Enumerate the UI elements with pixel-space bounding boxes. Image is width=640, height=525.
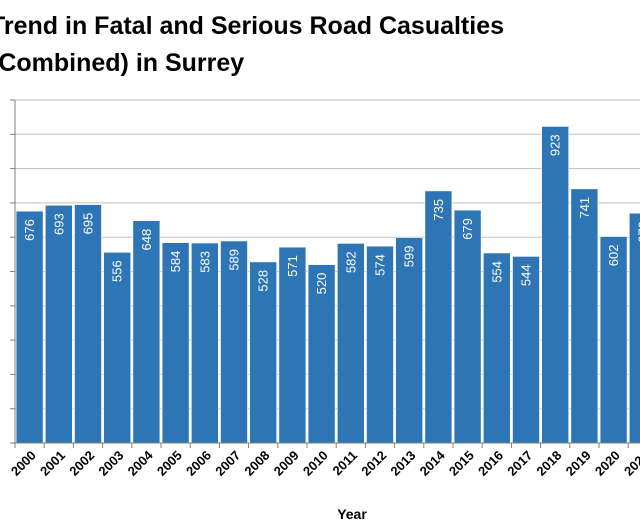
data-label-2016: 554 (489, 261, 504, 283)
data-label-2012: 574 (373, 254, 388, 276)
bar-2012 (366, 245, 394, 444)
x-tick-label-2011: 2011 (330, 448, 361, 479)
bar-2008 (249, 261, 277, 444)
x-tick-label-2021: 2021 (621, 448, 640, 479)
x-tick-label-2014: 2014 (417, 447, 449, 479)
bar-2011 (336, 243, 365, 444)
x-tick-label-2010: 2010 (300, 448, 331, 479)
bar-2014 (424, 190, 453, 444)
bar-2020 (599, 236, 628, 444)
bars (15, 126, 640, 444)
chart-title-line-2: (Combined) in Surrey (0, 49, 245, 77)
data-label-2019: 741 (577, 197, 592, 219)
data-label-2014: 735 (431, 199, 446, 221)
x-tick-label-2015: 2015 (446, 448, 477, 479)
x-tick-label-2007: 2007 (212, 448, 243, 479)
bar-2009 (278, 246, 307, 444)
x-tick-label-2006: 2006 (183, 448, 214, 479)
bar-2004 (132, 220, 161, 444)
x-tick-label-2003: 2003 (95, 448, 126, 479)
data-label-2006: 583 (197, 251, 212, 273)
bar-2019 (570, 188, 599, 444)
x-tick-label-2008: 2008 (241, 448, 272, 479)
data-label-2005: 584 (168, 251, 183, 273)
data-label-2015: 679 (460, 218, 475, 240)
x-tick-label-2018: 2018 (533, 448, 564, 479)
bar-2021 (628, 212, 640, 444)
bar-2006 (191, 242, 219, 444)
bar-2016 (482, 252, 511, 444)
data-label-2020: 602 (606, 245, 621, 267)
bar-2015 (453, 209, 482, 444)
x-axis-title: Year (337, 506, 367, 522)
x-tick-label-2005: 2005 (154, 448, 185, 479)
data-label-2000: 676 (22, 219, 37, 241)
chart-title-line-1: Trend in Fatal and Serious Road Casualti… (0, 12, 505, 40)
x-tick-label-2000: 2000 (8, 448, 39, 479)
bar-2013 (395, 237, 424, 444)
x-tick-label-2019: 2019 (563, 448, 594, 479)
x-tick-label-2013: 2013 (387, 448, 418, 479)
bar-2010 (307, 264, 336, 444)
data-label-2002: 695 (81, 213, 96, 235)
bar-2005 (161, 242, 190, 444)
x-tick-label-2002: 2002 (66, 448, 97, 479)
labels: 676 2000 693 2001 695 2002 556 2003 648 2004 584 20… (8, 134, 640, 478)
data-label-2003: 556 (110, 260, 125, 282)
data-label-2013: 599 (402, 246, 417, 268)
x-tick-label-2004: 2004 (125, 447, 157, 479)
bar-2003 (103, 251, 131, 444)
x-tick-label-2009: 2009 (271, 448, 302, 479)
bar-2000 (15, 210, 44, 444)
bar-2017 (512, 256, 540, 444)
bar-2001 (44, 205, 73, 444)
data-label-2018: 923 (548, 134, 563, 156)
data-label-2017: 544 (519, 264, 534, 286)
chart-title: Trend in Fatal and Serious Road Casualti… (0, 8, 640, 82)
data-label-2001: 693 (51, 213, 66, 235)
x-tick-label-2001: 2001 (37, 448, 68, 479)
x-tick-label-2016: 2016 (475, 448, 506, 479)
data-label-2021: 670 (635, 221, 640, 243)
data-label-2008: 528 (256, 270, 271, 292)
data-label-2007: 589 (227, 249, 242, 271)
bar-2002 (74, 204, 102, 444)
x-tick-label-2020: 2020 (592, 448, 623, 479)
data-label-2009: 571 (285, 255, 300, 277)
bar-2018 (541, 126, 570, 444)
x-tick-label-2017: 2017 (504, 448, 535, 479)
x-tick-label-2012: 2012 (358, 448, 389, 479)
data-label-2010: 520 (314, 273, 329, 295)
axes (10, 99, 640, 448)
data-label-2004: 648 (139, 229, 154, 251)
data-label-2011: 582 (343, 251, 358, 273)
